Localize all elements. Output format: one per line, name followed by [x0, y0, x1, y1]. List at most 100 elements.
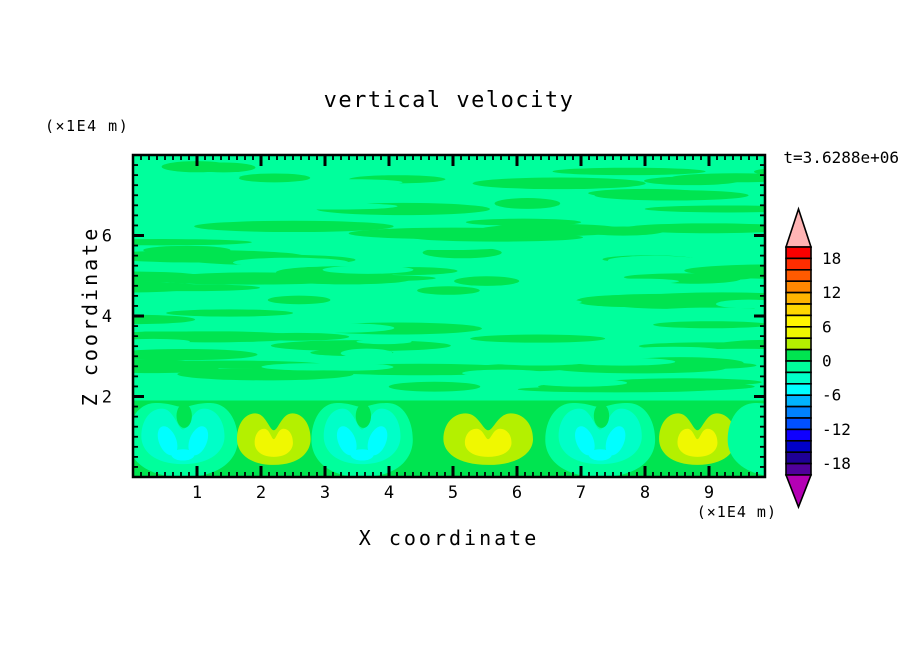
streak: [232, 257, 349, 268]
streak: [169, 297, 219, 307]
inter-lobe-wedge: [593, 403, 610, 428]
streak: [671, 173, 765, 183]
streak: [517, 386, 715, 393]
x-tick-label: 9: [704, 483, 714, 503]
streak: [351, 306, 428, 313]
downdraft-core: [188, 426, 209, 456]
colorbar-segment: [785, 371, 812, 385]
downdraft-halo: [727, 402, 765, 476]
streak: [306, 363, 394, 371]
colorbar-segment: [785, 394, 812, 408]
axis-ticks: [133, 155, 765, 477]
downdraft-core: [605, 426, 626, 456]
colorbar-tick-label: -12: [822, 420, 851, 439]
downdraft-core: [588, 449, 612, 461]
streak: [143, 245, 231, 255]
streak: [133, 331, 249, 339]
colorbar-segment: [785, 405, 812, 419]
colorbar-tick-label: -18: [822, 454, 851, 473]
streak: [405, 352, 475, 362]
streak: [468, 298, 582, 306]
x-tick-label: 4: [384, 483, 394, 503]
down-plume: [133, 402, 238, 477]
colorbar-segment: [785, 462, 812, 476]
streak: [284, 275, 410, 285]
streak: [470, 334, 606, 343]
colorbar-tick-label: 6: [822, 317, 832, 336]
downdraft-core: [171, 449, 195, 461]
colorbar-segment: [785, 257, 812, 271]
colorbar-segment: [785, 360, 812, 374]
streak: [647, 307, 765, 318]
colorbar-segment: [785, 451, 812, 465]
streak: [133, 239, 252, 246]
downdraft-core: [157, 426, 178, 456]
streak: [754, 168, 765, 175]
streak: [238, 173, 311, 183]
colorbar-tick-label: 12: [822, 283, 841, 302]
colorbar-segment: [785, 314, 812, 328]
contour-field: [133, 155, 765, 477]
downdraft-shell: [141, 408, 225, 465]
streak: [133, 195, 180, 203]
x-tick-label: 3: [320, 483, 330, 503]
streak: [667, 348, 765, 357]
up-plume: [659, 413, 736, 465]
down-plume: [311, 402, 413, 477]
streak: [244, 332, 350, 341]
x-tick-label: 5: [448, 483, 458, 503]
x-tick-label: 7: [576, 483, 586, 503]
streak: [552, 167, 706, 176]
colorbar-segment: [785, 382, 812, 396]
streak: [322, 265, 414, 274]
colorbar-segment: [785, 348, 812, 362]
streak: [133, 314, 196, 325]
streak: [301, 179, 403, 186]
streak: [204, 205, 276, 213]
x-tick-label: 8: [640, 483, 650, 503]
streak: [454, 276, 520, 286]
streak: [569, 357, 676, 366]
x-axis-title: X coordinate: [358, 526, 540, 550]
streak: [285, 323, 395, 333]
streak: [356, 339, 412, 345]
up-plume: [443, 413, 533, 465]
colorbar-segment: [785, 439, 812, 453]
streak: [191, 162, 256, 173]
streak: [417, 286, 480, 295]
streak: [605, 378, 762, 387]
streak: [590, 278, 679, 285]
updraft-core: [464, 428, 512, 457]
colorbar-segment: [785, 303, 812, 317]
streak: [388, 381, 481, 392]
z-tick-label: 4: [102, 307, 112, 327]
downdraft-core: [367, 426, 388, 456]
colorbar-segment: [785, 337, 812, 351]
updraft-core: [254, 428, 293, 457]
colorbar-under-arrow: [784, 474, 813, 510]
streak: [194, 220, 394, 233]
streak: [494, 360, 582, 366]
updraft-shell: [237, 413, 311, 465]
streak: [166, 309, 294, 317]
streak: [394, 231, 550, 239]
streak: [494, 198, 561, 209]
streak: [133, 338, 190, 345]
down-plume: [545, 402, 656, 477]
downdraft-core: [336, 426, 357, 456]
colorbar-over-arrow: [784, 206, 813, 248]
colorbar: 18 12 6 0 -6 -12 -18: [784, 206, 851, 510]
streak: [133, 281, 203, 293]
colorbar-segment: [785, 417, 812, 431]
x-tick-label: 2: [256, 483, 266, 503]
streak: [133, 348, 258, 361]
colorbar-segment: [785, 246, 812, 260]
colorbar-segment: [785, 268, 812, 282]
streak: [715, 299, 765, 309]
time-annotation: t=3.6288e+06: [783, 148, 899, 167]
x-tick-label: 1: [192, 483, 202, 503]
x-axis-unit-label: (×1E4 m): [696, 503, 777, 521]
down-plume: [727, 402, 765, 476]
